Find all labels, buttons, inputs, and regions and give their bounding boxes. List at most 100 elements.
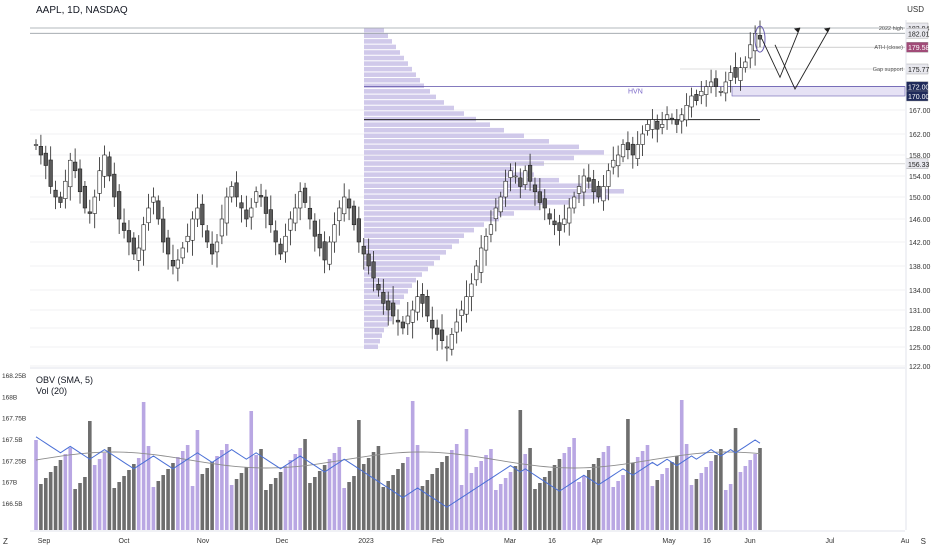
projection-arrows bbox=[761, 27, 831, 90]
volume-bar bbox=[714, 455, 718, 530]
zoom-icon[interactable]: Z bbox=[3, 537, 8, 546]
volume-bar bbox=[83, 477, 87, 530]
volume-bar bbox=[249, 411, 254, 530]
volume-bar bbox=[327, 459, 332, 530]
candle-body bbox=[664, 114, 670, 120]
settings-icon[interactable]: S bbox=[920, 537, 926, 546]
volume-bar bbox=[288, 460, 293, 530]
price-tag-label: 182.01 bbox=[908, 31, 930, 38]
candle-body bbox=[464, 296, 469, 315]
candle-body bbox=[415, 296, 420, 313]
price-tag-label: 175.77 bbox=[908, 67, 930, 74]
profile-bar bbox=[364, 77, 420, 83]
candle-body bbox=[33, 144, 39, 146]
y-tick-label: 122.00 bbox=[909, 364, 931, 371]
volume-bar bbox=[733, 428, 738, 530]
candle-body bbox=[435, 327, 440, 335]
volume-bar bbox=[195, 430, 200, 530]
obv-tick-label: 167B bbox=[2, 480, 17, 487]
candle-body bbox=[68, 159, 73, 188]
candle-body bbox=[170, 259, 176, 267]
candle-body bbox=[684, 105, 689, 121]
volume-bar bbox=[34, 440, 38, 530]
profile-bar bbox=[364, 205, 539, 211]
volume-bar bbox=[112, 488, 117, 530]
volume-bar bbox=[92, 465, 97, 530]
candle-body bbox=[381, 292, 386, 304]
volume-bar bbox=[39, 484, 43, 530]
volume-bar bbox=[347, 482, 351, 530]
time-axis: Sep Oct Nov Dec 2023 Feb Mar 16 Apr May 16 Jun Jul Au bbox=[30, 530, 909, 545]
candle-body bbox=[161, 218, 166, 243]
candle-body bbox=[87, 211, 92, 214]
volume-bar bbox=[171, 463, 175, 530]
y-tick-label: 142.00 bbox=[909, 240, 931, 247]
hvn-annotation: HVN bbox=[628, 88, 643, 95]
volume-bar bbox=[454, 444, 459, 530]
candle-body bbox=[92, 196, 97, 214]
candle-body bbox=[425, 296, 430, 317]
profile-bar bbox=[364, 33, 388, 39]
profile-bar bbox=[364, 227, 474, 233]
profile-bar bbox=[364, 189, 624, 194]
y-tick-label: 128.00 bbox=[909, 326, 931, 333]
profile-bar bbox=[364, 338, 380, 344]
candle-body bbox=[224, 196, 229, 224]
volume-bar bbox=[694, 479, 699, 530]
obv-tick-label: 168.25B bbox=[2, 373, 26, 380]
candle-body bbox=[342, 196, 347, 215]
candle-body bbox=[258, 195, 264, 198]
volume-bar bbox=[709, 461, 713, 530]
candle-body bbox=[513, 175, 518, 178]
volume-bar bbox=[586, 470, 591, 530]
volume-bar bbox=[259, 449, 263, 530]
volume-bar bbox=[552, 465, 557, 530]
volume-bar bbox=[523, 454, 527, 530]
volume-bar bbox=[719, 449, 723, 530]
volume-bar bbox=[352, 476, 356, 530]
candle-body bbox=[552, 220, 557, 226]
profile-bar bbox=[364, 94, 436, 100]
volume-bar bbox=[127, 470, 131, 530]
candle-body bbox=[557, 222, 562, 231]
candle-body bbox=[537, 191, 542, 203]
profile-bar bbox=[364, 28, 384, 33]
candle-body bbox=[674, 119, 679, 125]
profile-bar bbox=[364, 89, 430, 94]
volume-bar bbox=[215, 456, 219, 530]
volume-bar bbox=[498, 484, 503, 530]
candle-body bbox=[361, 245, 366, 255]
candle-body bbox=[483, 235, 489, 251]
volume-bar bbox=[401, 463, 405, 530]
volume-bar bbox=[161, 475, 165, 530]
volume-bar bbox=[748, 460, 753, 530]
volume-bar bbox=[621, 475, 625, 530]
volume-bar bbox=[425, 480, 430, 530]
candle-body bbox=[479, 247, 484, 273]
x-tick-label: May bbox=[662, 538, 676, 545]
volume-bar bbox=[48, 472, 53, 530]
volume-bar bbox=[665, 468, 669, 530]
candle-body bbox=[302, 187, 308, 203]
y-tick-label: 138.00 bbox=[909, 264, 931, 271]
candle-body bbox=[376, 283, 381, 291]
candle-body bbox=[430, 319, 435, 329]
volume-bar bbox=[557, 459, 562, 530]
volume-bar bbox=[410, 401, 415, 530]
volume-bar bbox=[239, 473, 244, 530]
candle-body bbox=[146, 207, 151, 224]
candle-body bbox=[141, 224, 146, 251]
candle-body bbox=[704, 86, 709, 95]
volume-bar bbox=[689, 485, 694, 530]
volume-bar bbox=[601, 452, 606, 530]
volume-bar bbox=[405, 457, 410, 530]
price-note: ATH (close) bbox=[874, 45, 903, 51]
candle-body bbox=[351, 205, 357, 226]
profile-bar bbox=[364, 311, 394, 316]
volume-bar bbox=[596, 458, 601, 530]
candle-body bbox=[371, 261, 376, 279]
volume-bar bbox=[303, 439, 307, 530]
price-note: Gap support bbox=[873, 67, 904, 73]
candle-body bbox=[273, 230, 278, 243]
volume-bar bbox=[562, 453, 567, 530]
